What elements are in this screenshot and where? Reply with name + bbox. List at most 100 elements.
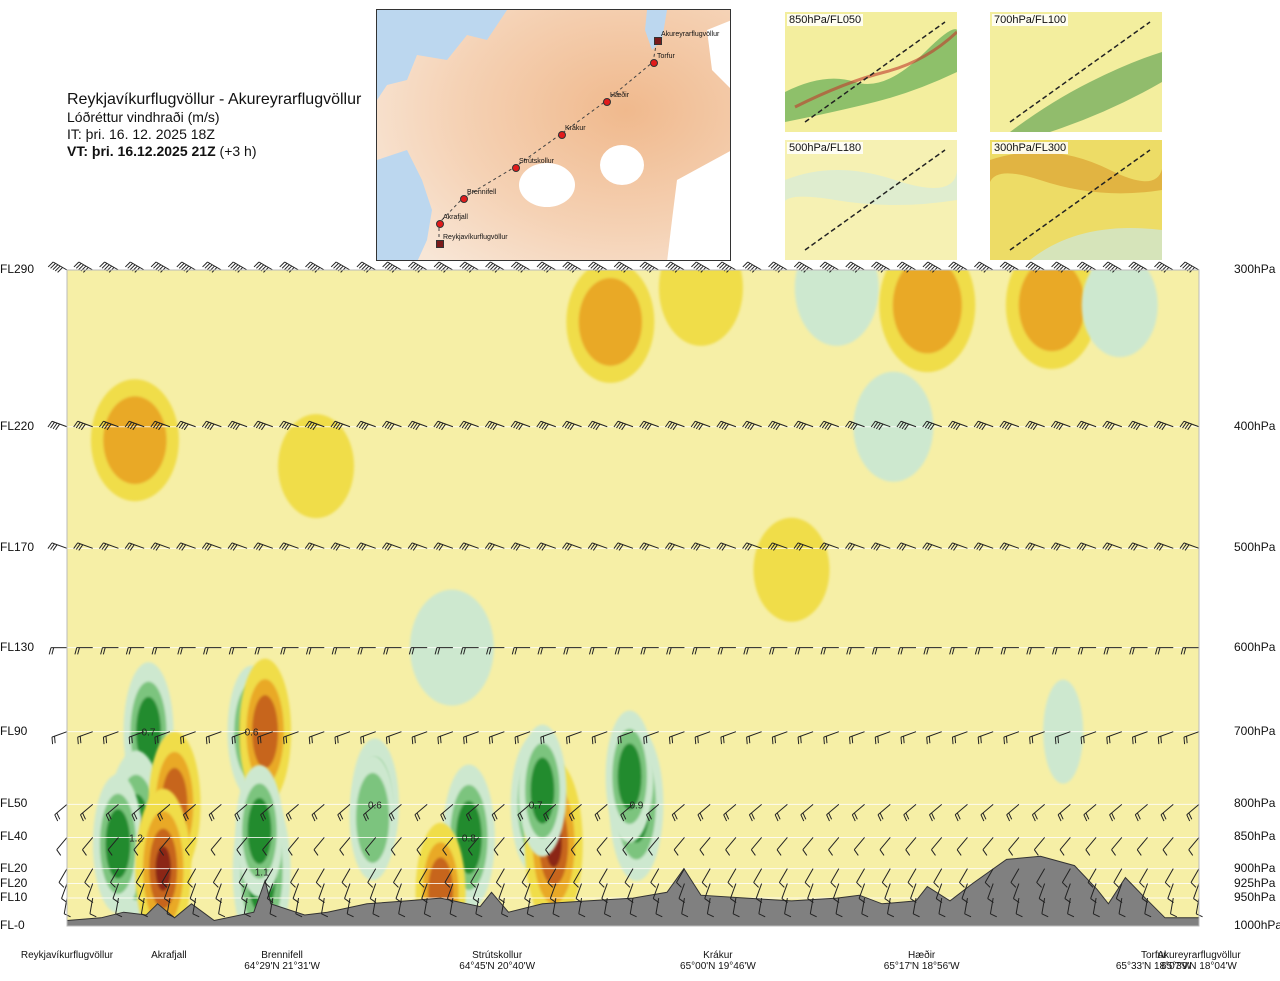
wind-barb	[238, 868, 248, 888]
barb-shaft	[393, 868, 402, 883]
barb-feather	[1056, 422, 1061, 430]
barb-shaft	[1167, 883, 1174, 899]
wind-barb	[315, 868, 325, 888]
wind-barb	[716, 261, 737, 273]
wind-barb	[879, 837, 891, 856]
barb-shaft	[390, 837, 402, 851]
barb-shaft	[467, 837, 480, 851]
barb-feather	[1053, 543, 1059, 550]
wind-barb	[363, 804, 377, 822]
barb-feather	[1139, 882, 1145, 888]
max-velocity-label: 0.7	[142, 728, 156, 739]
barb-feather	[990, 913, 997, 918]
barb-feather	[1058, 423, 1064, 431]
barb-feather	[977, 647, 981, 655]
barb-feather	[365, 812, 369, 820]
thumbnail-850hpa[interactable]: 850hPa/FL050	[785, 12, 957, 132]
barb-feather	[333, 543, 338, 550]
barb-feather	[269, 913, 277, 918]
barb-feather	[104, 264, 110, 271]
barb-shaft	[648, 837, 660, 851]
flight-level-label: FL10	[0, 890, 28, 905]
barb-feather	[77, 737, 79, 745]
barb-shaft	[650, 868, 660, 883]
barb-feather	[1081, 422, 1087, 430]
barb-shaft	[418, 868, 428, 883]
barb-feather	[1083, 814, 1088, 822]
barb-feather	[725, 812, 730, 820]
barb-feather	[802, 812, 807, 820]
wind-barb	[1153, 420, 1174, 431]
wind-barb	[699, 837, 711, 856]
station-coordinates: 64°45'N 20°40'W	[459, 961, 536, 972]
velocity-cell	[658, 270, 743, 346]
barb-feather	[590, 543, 596, 550]
barb-shaft	[110, 868, 119, 883]
barb-feather	[821, 543, 827, 550]
thumbnail-300hpa[interactable]: 300hPa/FL300	[990, 140, 1162, 260]
barb-feather	[253, 261, 260, 268]
wind-barb	[861, 897, 869, 918]
wind-barb	[414, 804, 428, 822]
barb-feather	[694, 737, 697, 745]
barb-feather	[155, 422, 161, 430]
thumbnail-500hpa[interactable]: 500hPa/FL180	[785, 140, 957, 260]
barb-feather	[667, 543, 673, 550]
wind-barb	[227, 420, 248, 431]
wind-barb	[330, 420, 351, 431]
barb-feather	[488, 647, 492, 655]
barb-shaft	[931, 837, 943, 851]
barb-feather	[536, 542, 542, 549]
barb-feather	[552, 913, 560, 918]
wind-barb	[664, 542, 685, 551]
barb-feather	[232, 544, 238, 551]
barb-feather	[259, 736, 262, 744]
barb-feather	[1186, 736, 1188, 744]
barb-feather	[540, 647, 544, 655]
wind-barb	[1170, 897, 1178, 918]
wind-barb	[1102, 542, 1122, 551]
wind-barb	[701, 868, 711, 888]
barb-feather	[673, 849, 679, 856]
barb-feather	[513, 543, 519, 550]
barb-feather	[441, 423, 446, 431]
barb-feather	[54, 265, 61, 272]
wind-barb	[305, 647, 325, 655]
wind-barb	[433, 542, 454, 551]
barb-shaft	[701, 868, 711, 883]
barb-shaft	[853, 837, 865, 851]
barb-feather	[1160, 814, 1165, 822]
barb-feather	[1131, 647, 1135, 655]
barb-feather	[646, 423, 652, 431]
barb-feather	[1153, 542, 1159, 549]
barb-feather	[871, 647, 875, 655]
wind-barb	[732, 897, 740, 918]
thumbnail-700hpa[interactable]: 700hPa/FL100	[990, 12, 1162, 132]
barb-feather	[201, 420, 207, 428]
thumbnail-map-500	[785, 140, 957, 260]
station-coordinates: 64°29'N 21°31'W	[244, 961, 320, 972]
barb-feather	[1079, 421, 1085, 429]
barb-feather	[999, 420, 1005, 428]
barb-feather	[774, 814, 779, 822]
barb-feather	[1133, 544, 1139, 551]
barb-feather	[433, 542, 439, 549]
wind-barb	[907, 868, 917, 888]
barb-feather	[698, 423, 704, 431]
barb-shaft	[545, 837, 557, 851]
barb-feather	[411, 647, 415, 655]
flight-level-label: FL50	[0, 796, 28, 811]
wind-barb	[56, 837, 68, 856]
barb-feather	[1005, 736, 1008, 744]
barb-feather	[644, 422, 650, 430]
wind-barb	[1179, 420, 1200, 431]
barb-feather	[388, 736, 391, 744]
barb-shaft	[989, 897, 994, 914]
barb-feather	[720, 647, 724, 655]
barb-feather	[338, 423, 344, 431]
barb-feather	[950, 421, 956, 429]
barb-shaft	[1144, 897, 1149, 914]
wind-barb	[797, 731, 814, 745]
barb-feather	[999, 542, 1005, 549]
barb-feather	[260, 814, 264, 822]
